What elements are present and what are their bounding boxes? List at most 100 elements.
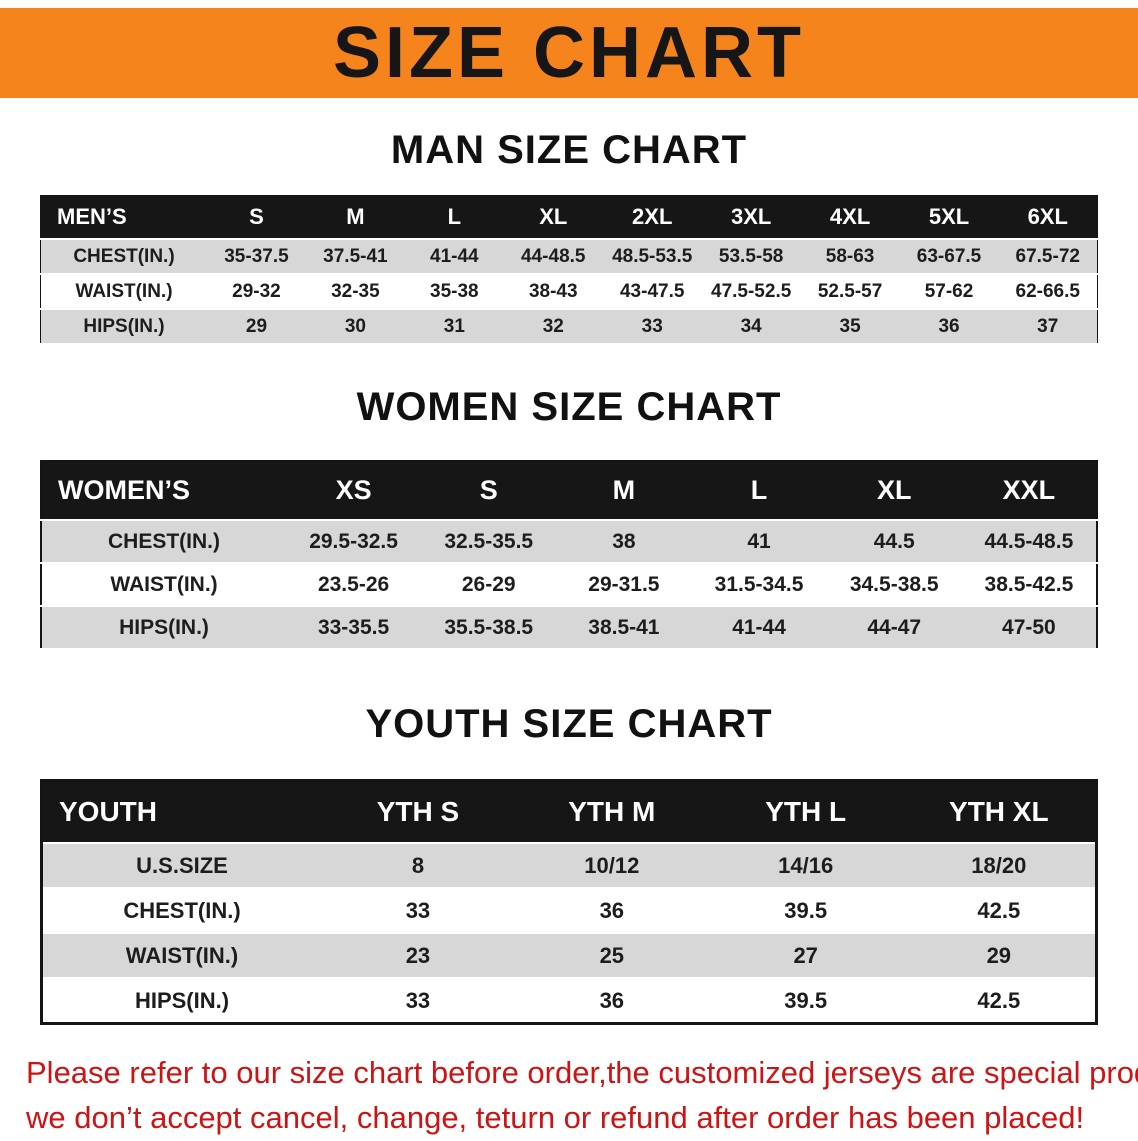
size-value-cell: 29-32: [232, 280, 281, 302]
size-value-cell: 35.5-38.5: [444, 615, 534, 639]
measurement-row: CHEST(IN.) 33 36 39.5 42.5: [41, 888, 1097, 933]
size-value-cell: 36: [599, 987, 625, 1013]
measurement-row: CHEST(IN.) 35-37.5 37.5-41 41-44 44-48.5 48.5…: [40, 239, 1098, 274]
table-corner-label: WOMEN’S: [41, 461, 286, 520]
measurement-label: U.S.SIZE: [136, 852, 228, 878]
size-value-cell: 33: [641, 315, 663, 337]
size-value-cell: 42.5: [977, 897, 1021, 923]
measurement-row: HIPS(IN.) 29 30 31 32 33 34 35 36 37: [40, 309, 1098, 344]
youth-chart-heading: YOUTH SIZE CHART: [365, 702, 773, 746]
size-value-cell: 44-47: [867, 615, 922, 639]
size-value-cell: 36: [599, 897, 625, 923]
size-value-cell: 33-35.5: [317, 615, 390, 639]
size-value-cell: 32.5-35.5: [444, 529, 534, 553]
size-value-cell: 23.5-26: [317, 572, 390, 596]
measurement-row: HIPS(IN.) 33 36 39.5 42.5: [41, 978, 1097, 1024]
size-value-cell: 37: [1037, 315, 1059, 337]
size-chart-banner: SIZE CHART: [0, 8, 1138, 98]
table-header-row: MEN’S S M L XL 2XL 3XL 4XL 5XL 6XL: [40, 195, 1098, 239]
table-corner-label: YOUTH: [41, 780, 321, 843]
size-value-cell: 48.5-53.5: [612, 245, 693, 267]
size-value-cell: 39.5: [784, 897, 828, 923]
size-column-header: S: [207, 195, 306, 239]
size-value-cell: 18/20: [971, 852, 1027, 878]
measurement-row: CHEST(IN.) 29.5-32.5 32.5-35.5 38 41 44.5 44.5…: [41, 520, 1097, 563]
size-column-header: XXL: [961, 461, 1097, 520]
measurement-row: WAIST(IN.) 29-32 32-35 35-38 38-43 43-47.5 47.…: [40, 274, 1098, 309]
size-column-header: 3XL: [701, 195, 801, 239]
table-header-row: WOMEN’S XS S M L XL XXL: [41, 461, 1097, 520]
women-size-table: WOMEN’S XS S M L XL XXL CHEST(IN.) 29.5-32.5 32.5…: [40, 460, 1098, 650]
size-column-header: 2XL: [602, 195, 702, 239]
size-value-cell: 35: [839, 315, 861, 337]
size-value-cell: 41-44: [732, 615, 786, 639]
size-column-header: YTH XL: [902, 780, 1097, 843]
size-value-cell: 34: [740, 315, 762, 337]
measurement-label: WAIST(IN.): [75, 280, 173, 302]
size-value-cell: 44-48.5: [521, 245, 586, 267]
size-column-header: 5XL: [899, 195, 999, 239]
size-value-cell: 41-44: [430, 245, 479, 267]
size-column-header: 6XL: [998, 195, 1098, 239]
youth-size-section: YOUTH SIZE CHART YOUTH YTH S YTH M YTH L YTH…: [0, 702, 1138, 1025]
size-value-cell: 39.5: [784, 987, 828, 1013]
size-value-cell: 62-66.5: [1015, 280, 1080, 302]
youth-size-table: YOUTH YTH S YTH M YTH L YTH XL U.S.SIZE 8 10/12…: [40, 779, 1098, 1025]
size-value-cell: 10/12: [584, 852, 640, 878]
size-value-cell: 63-67.5: [916, 245, 982, 267]
size-value-cell: 41: [747, 529, 771, 553]
measurement-label: CHEST(IN.): [73, 245, 175, 267]
measurement-label: WAIST(IN.): [110, 572, 218, 596]
size-value-cell: 38: [612, 529, 636, 553]
men-size-section: MAN SIZE CHART MEN’S S M L XL 2XL 3XL 4XL 5XL 6XL…: [0, 128, 1138, 345]
size-value-cell: 38-43: [528, 280, 578, 302]
measurement-label: WAIST(IN.): [125, 942, 239, 968]
size-value-cell: 36: [938, 315, 960, 337]
size-column-header: XL: [503, 195, 603, 239]
size-column-header: 4XL: [800, 195, 900, 239]
measurement-label: CHEST(IN.): [108, 529, 220, 553]
size-value-cell: 31.5-34.5: [714, 572, 804, 596]
women-size-section: WOMEN SIZE CHART WOMEN’S XS S M L XL XXL CHEST(…: [0, 385, 1138, 650]
size-value-cell: 30: [344, 315, 366, 337]
size-value-cell: 26-29: [461, 572, 516, 596]
size-value-cell: 57-62: [924, 280, 974, 302]
order-policy-line-1: Please refer to our size chart before or…: [26, 1055, 1138, 1090]
size-value-cell: 33: [405, 897, 431, 923]
size-value-cell: 35-37.5: [224, 245, 289, 267]
men-chart-heading: MAN SIZE CHART: [390, 128, 748, 172]
size-value-cell: 43-47.5: [619, 280, 685, 302]
table-header-row: YOUTH YTH S YTH M YTH L YTH XL: [41, 780, 1097, 843]
size-column-header: YTH M: [514, 780, 709, 843]
measurement-label: HIPS(IN.): [119, 615, 209, 639]
size-value-cell: 33: [405, 987, 431, 1013]
measurement-row: U.S.SIZE 8 10/12 14/16 18/20: [41, 843, 1097, 888]
size-value-cell: 27: [793, 942, 818, 968]
measurement-row: WAIST(IN.) 23.5-26 26-29 29-31.5 31.5-34.5 34…: [41, 563, 1097, 606]
order-policy-line-2: we don’t accept cancel, change, teturn o…: [26, 1099, 1085, 1135]
size-column-header: L: [404, 195, 504, 239]
size-column-header: XS: [286, 461, 422, 520]
size-column-header: M: [305, 195, 405, 239]
size-value-cell: 29-31.5: [588, 572, 660, 596]
size-value-cell: 53.5-58: [718, 245, 784, 267]
measurement-row: WAIST(IN.) 23 25 27 29: [41, 933, 1097, 978]
men-size-table: MEN’S S M L XL 2XL 3XL 4XL 5XL 6XL CHEST(IN.) 35-37…: [40, 195, 1098, 345]
size-value-cell: 34.5-38.5: [849, 572, 939, 596]
size-value-cell: 29: [245, 315, 268, 337]
size-value-cell: 47.5-52.5: [711, 280, 792, 302]
size-value-cell: 47-50: [1002, 615, 1056, 639]
banner-title: SIZE CHART: [333, 13, 805, 93]
size-value-cell: 37.5-41: [323, 245, 388, 267]
size-value-cell: 38.5-42.5: [984, 572, 1074, 596]
measurement-label: CHEST(IN.): [123, 897, 241, 923]
size-value-cell: 35-38: [430, 280, 479, 302]
size-column-header: S: [421, 461, 557, 520]
measurement-label: HIPS(IN.): [83, 315, 165, 337]
size-value-cell: 25: [599, 942, 625, 968]
size-value-cell: 38.5-41: [588, 615, 660, 639]
women-chart-heading: WOMEN SIZE CHART: [356, 385, 782, 429]
size-column-header: XL: [826, 461, 962, 520]
size-value-cell: 29: [986, 942, 1012, 968]
size-column-header: M: [556, 461, 692, 520]
